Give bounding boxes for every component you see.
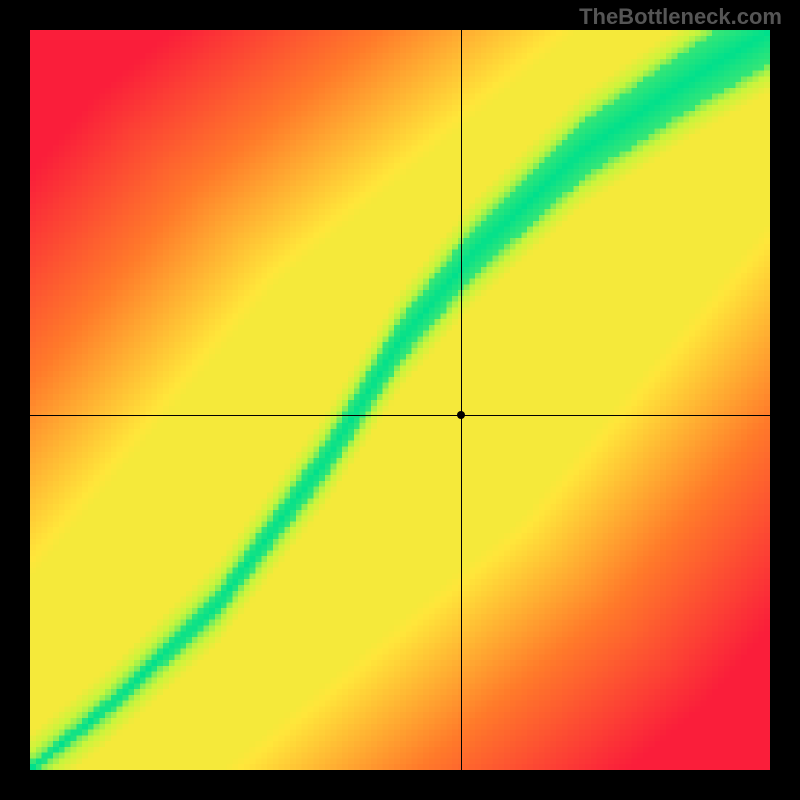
crosshair-horizontal	[30, 415, 770, 416]
chart-frame: TheBottleneck.com	[0, 0, 800, 800]
heatmap-canvas	[30, 30, 770, 770]
crosshair-vertical	[461, 30, 462, 770]
crosshair-marker	[457, 411, 465, 419]
heatmap-plot	[30, 30, 770, 770]
watermark-text: TheBottleneck.com	[579, 4, 782, 30]
